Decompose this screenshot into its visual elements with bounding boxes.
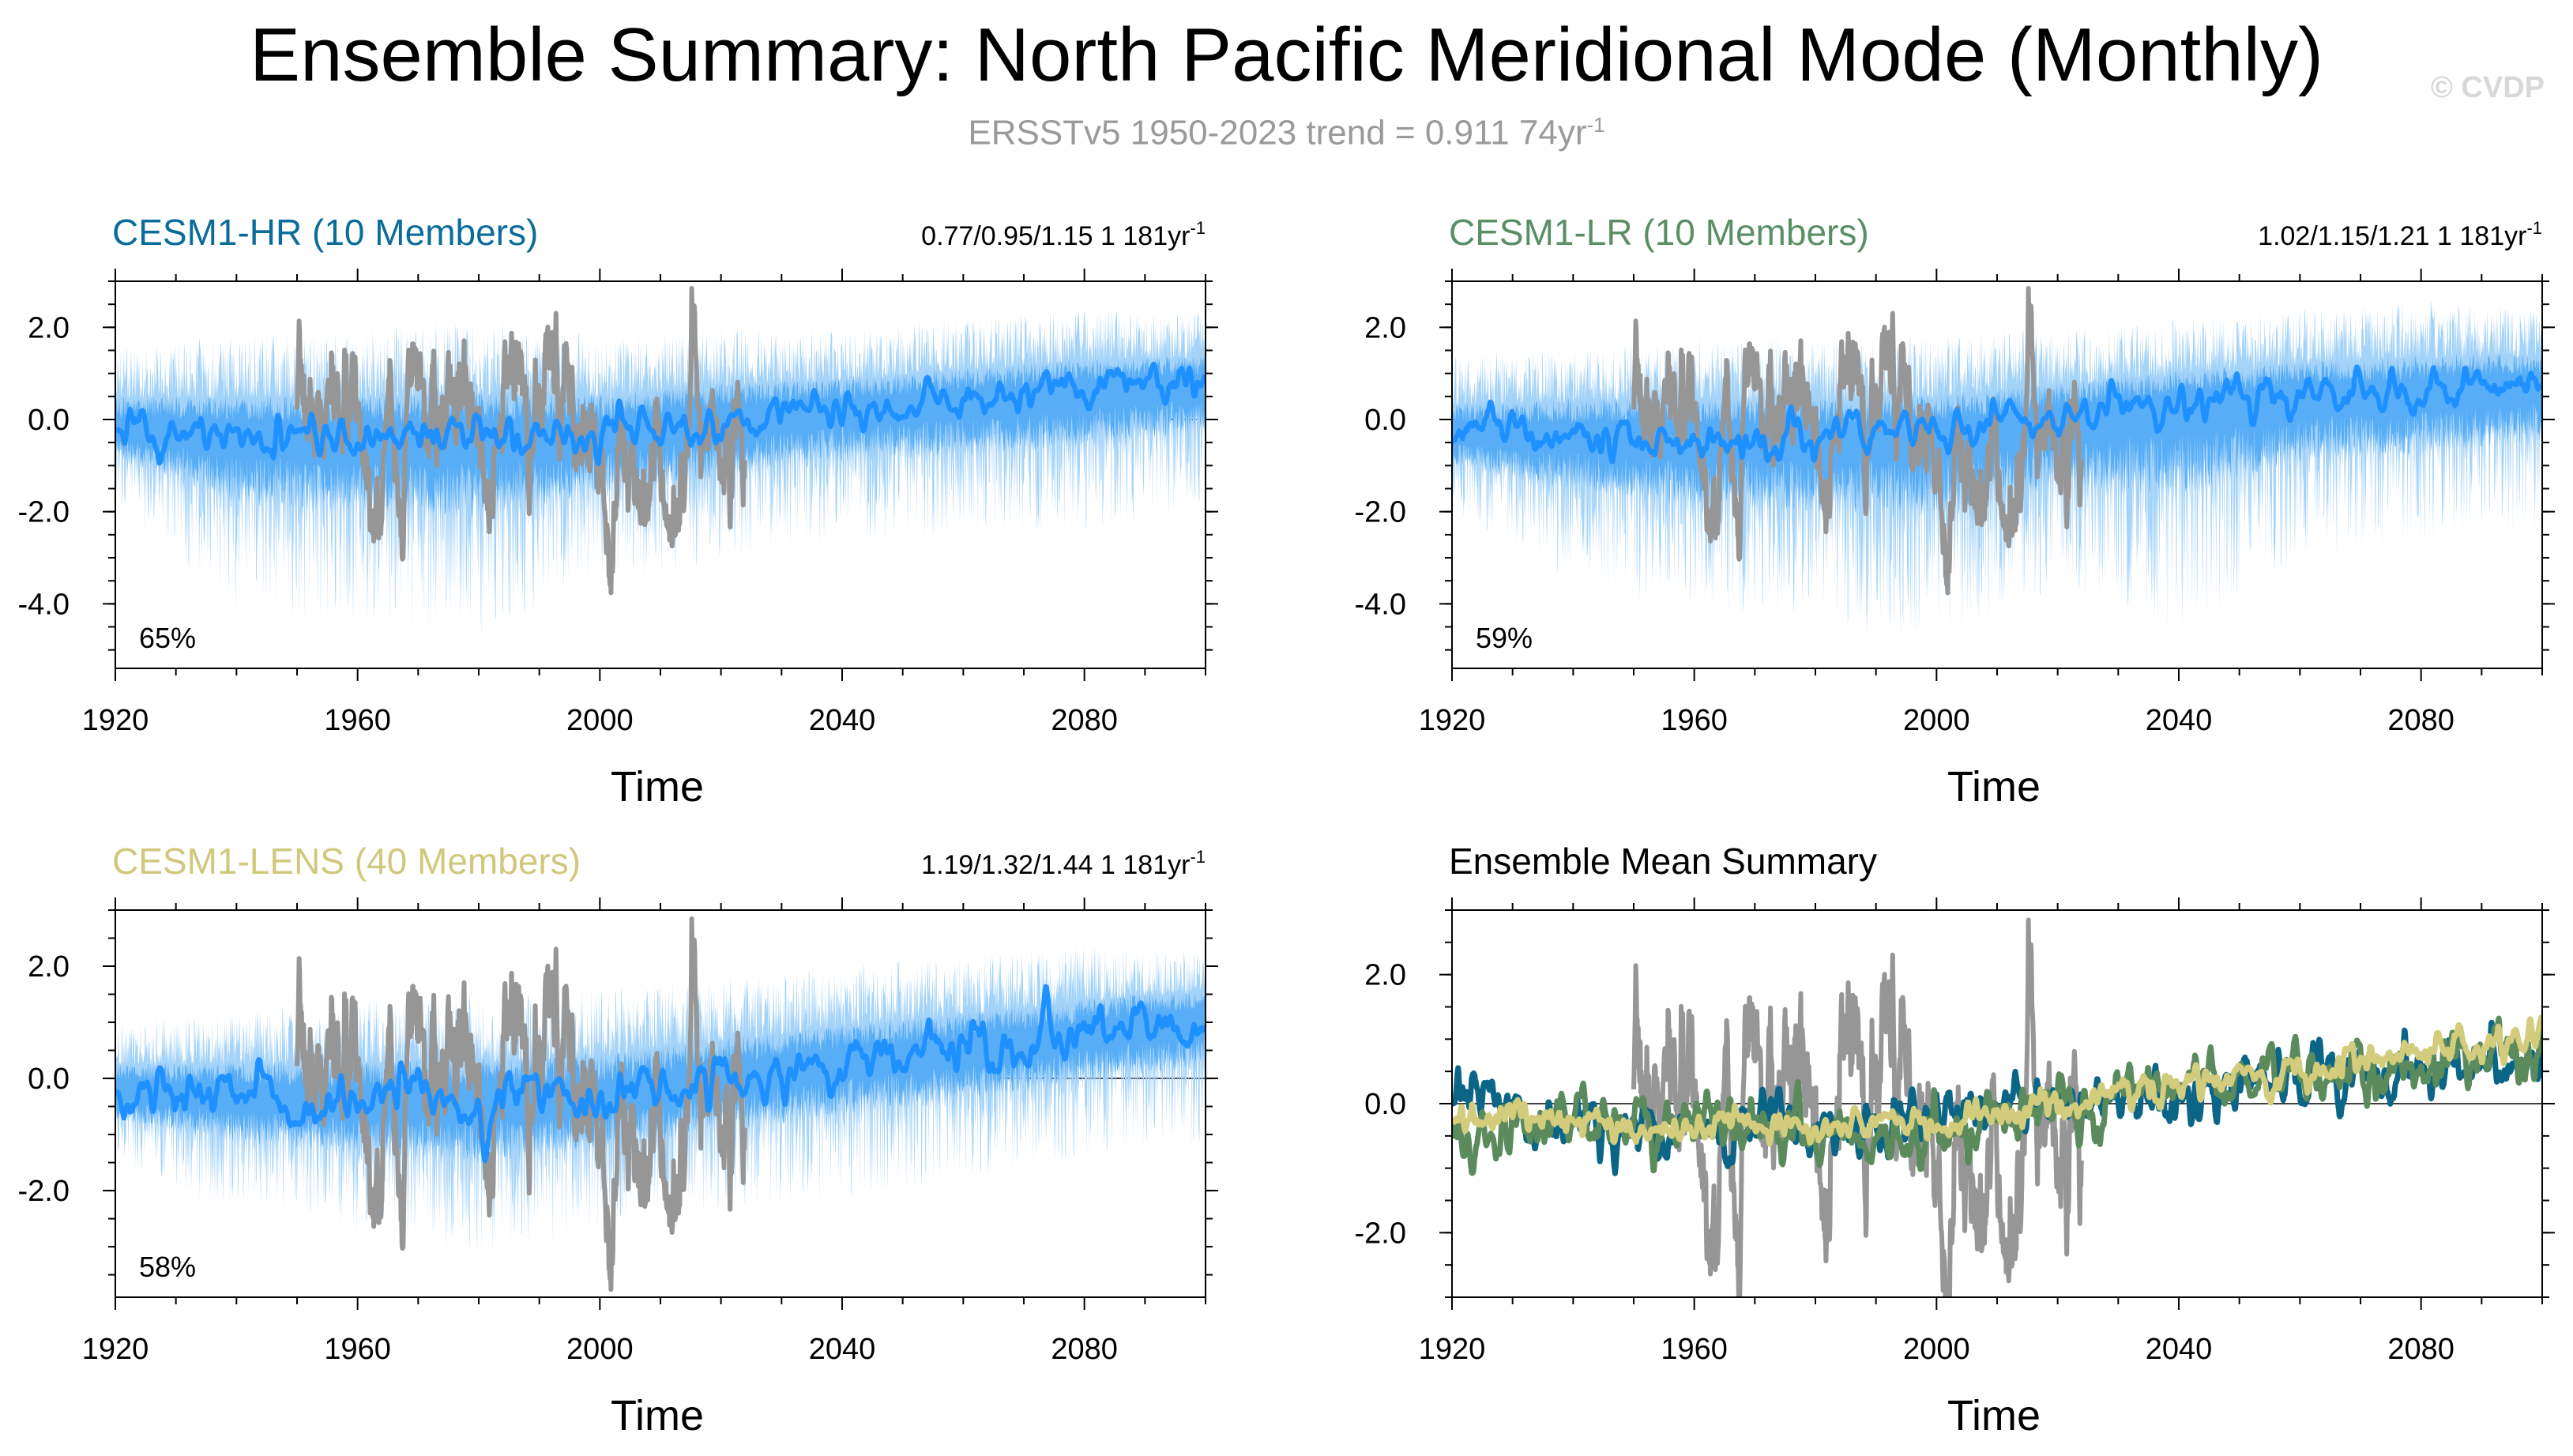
subtitle-exponent: -1 [1586,113,1605,137]
panel-3: 1920 1960 2000 2040 2080 2.0 0.0 -2.0 Time CESM1-… [18,841,1218,1439]
observation-line [295,916,747,1292]
ensemble-mean-line [1452,364,2542,465]
y-tick-label: 0.0 [1364,404,1406,437]
x-tick-label: 2000 [1903,704,1970,737]
stats-text: 0.77/0.95/1.15 1 181yr [921,221,1190,251]
y-tick-label: 0.0 [28,1063,70,1096]
x-axis-label: Time [1947,763,2041,811]
x-tick-label: 2040 [2146,704,2213,737]
y-tick-label: -2.0 [1355,1217,1406,1250]
x-tick-label: 2000 [1903,1333,1970,1366]
panel-title: CESM1-LENS (40 Members) [112,841,581,882]
plot-area [1452,285,2542,643]
percent-label: 59% [1476,622,1533,654]
observation-line [295,285,747,596]
x-tick-label: 2080 [1051,1333,1118,1366]
cvdp-watermark: © CVDP [2430,71,2545,104]
panel-stats: 1.02/1.15/1.21 1 181yr-1 [2258,218,2542,251]
y-tick-label: -2.0 [1355,496,1406,529]
stats-exponent: -1 [2526,218,2542,238]
x-tick-label: 1920 [1419,1333,1486,1366]
percent-label: 65% [139,622,196,654]
x-tick-label: 1960 [324,1333,391,1366]
panel-title: Ensemble Mean Summary [1449,841,1877,882]
x-tick-label: 2080 [1051,704,1118,737]
plot-area [115,916,1206,1292]
chart-title: Ensemble Summary: North Pacific Meridion… [250,13,2323,97]
percent-label: 58% [139,1251,196,1283]
panel-4: 1920 1960 2000 2040 2080 2.0 0.0 -2.0 Time Ensemb… [1355,841,2555,1439]
x-axis-label: Time [611,763,704,811]
panel-stats: 0.77/0.95/1.15 1 181yr-1 [921,218,1206,251]
y-tick-label: -4.0 [18,588,70,621]
panel-title: CESM1-HR (10 Members) [112,212,538,253]
ensemble-mean-line [115,984,1206,1164]
x-axis-label: Time [1947,1392,2041,1439]
subtitle-text: ERSSTv5 1950-2023 trend = 0.911 74yr [968,113,1587,152]
x-tick-label: 1920 [82,1333,149,1366]
x-tick-label: 2080 [2387,704,2455,737]
y-tick-label: 0.0 [1364,1088,1406,1121]
x-tick-label: 2040 [809,1333,876,1366]
x-axis-label: Time [611,1392,704,1439]
y-tick-label: 2.0 [28,950,70,984]
ensemble-mean-line [115,361,1206,466]
x-tick-label: 2000 [566,1333,634,1366]
observation-line [1631,917,2084,1297]
x-tick-label: 2040 [2146,1333,2213,1366]
x-tick-label: 2000 [566,704,634,737]
panel-2: 1920 1960 2000 2040 2080 2.0 0.0 -2.0 -4.0 Time CE… [1355,212,2555,811]
plot-area [115,285,1206,637]
y-tick-label: -4.0 [1355,588,1406,621]
y-tick-label: -2.0 [18,1175,70,1208]
panel-title: CESM1-LR (10 Members) [1449,212,1869,253]
stats-exponent: -1 [1190,218,1206,238]
panel-stats: 1.19/1.32/1.44 1 181yr-1 [921,847,1206,880]
y-tick-label: 2.0 [1364,311,1406,344]
x-tick-label: 1920 [82,704,149,737]
stats-text: 1.02/1.15/1.21 1 181yr [2258,221,2526,251]
stats-text: 1.19/1.32/1.44 1 181yr [921,850,1190,880]
lens-mean-line [1452,1014,2542,1147]
stats-exponent: -1 [1190,847,1206,867]
x-tick-label: 1960 [324,704,391,737]
panel-1: 1920 1960 2000 2040 2080 2.0 0.0 -2.0 -4.0 Time CE… [18,212,1218,811]
y-tick-label: 2.0 [1364,959,1406,992]
plot-area [1452,917,2542,1297]
chart-subtitle: ERSSTv5 1950-2023 trend = 0.911 74yr-1 [0,101,2573,157]
x-tick-label: 1960 [1661,704,1728,737]
x-tick-label: 2080 [2387,1333,2455,1366]
x-tick-label: 2040 [809,704,876,737]
y-tick-label: 2.0 [28,311,70,344]
y-tick-label: -2.0 [18,496,70,529]
x-tick-label: 1920 [1419,704,1486,737]
x-tick-label: 1960 [1661,1333,1728,1366]
observation-line [1631,285,2084,596]
y-tick-label: 0.0 [28,404,70,437]
